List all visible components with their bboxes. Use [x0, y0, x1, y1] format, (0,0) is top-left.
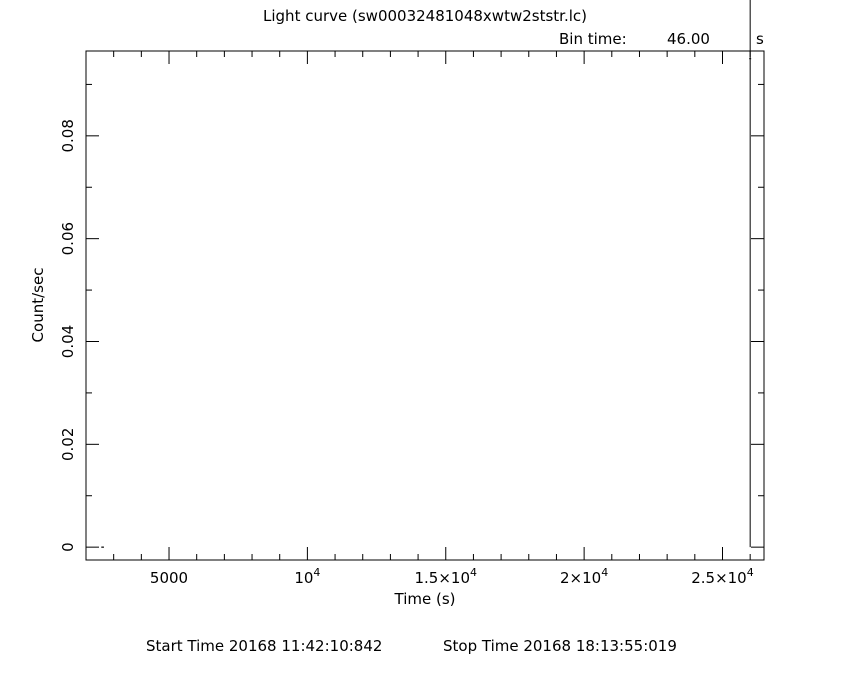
y-axis: 0 0.02 0.04 0.06 0.08: [59, 83, 764, 552]
x-tick-label: 5000: [150, 569, 188, 587]
stop-time: Stop Time 20168 18:13:55:019: [443, 637, 677, 655]
start-time: Start Time 20168 11:42:10:842: [146, 637, 382, 655]
y-tick-label: 0.04: [59, 325, 77, 358]
y-tick-label: 0.06: [59, 222, 77, 255]
x-tick-label: 2×104: [560, 566, 608, 587]
plot-frame: [85, 50, 765, 561]
x-axis-label: Time (s): [394, 590, 456, 608]
x-tick-label: 1.5×104: [414, 566, 477, 587]
y-tick-label: 0.02: [59, 428, 77, 461]
x-tick-exponent: 4: [601, 566, 608, 579]
x-tick-label: 104: [294, 566, 320, 587]
x-tick-exponent: 4: [313, 566, 320, 579]
x-tick-exponent: 4: [470, 566, 477, 579]
y-tick-label: 0.08: [59, 119, 77, 152]
bin-time-value: 46.00: [667, 30, 710, 48]
y-tick-label: 0: [59, 542, 77, 552]
x-tick-exponent: 4: [747, 566, 754, 579]
y-axis-label: Count/sec: [29, 268, 47, 343]
bin-time-label: Bin time:: [559, 30, 627, 48]
chart-title: Light curve (sw00032481048xwtw2ststr.lc): [263, 7, 587, 25]
x-axis: 5000 104 1.5×104 2×104 2.5×104: [113, 51, 754, 587]
bin-time-unit: s: [756, 30, 764, 48]
plot-data: [101, 0, 752, 548]
x-tick-label: 2.5×104: [691, 566, 754, 587]
